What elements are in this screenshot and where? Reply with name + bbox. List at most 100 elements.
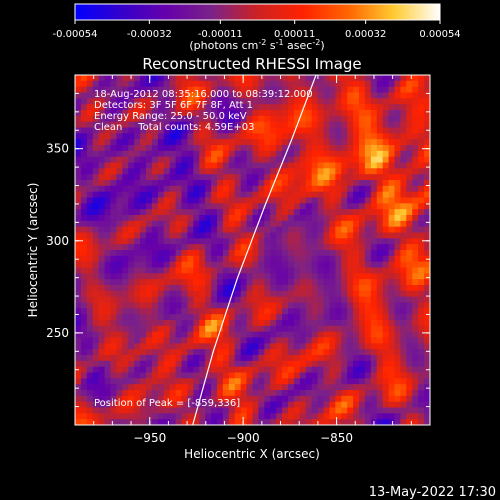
heatmap-cell xyxy=(217,232,224,239)
heatmap-cell xyxy=(347,98,354,105)
heatmap-cell xyxy=(157,168,165,175)
heatmap-cell xyxy=(388,395,396,403)
heatmap-cell xyxy=(406,203,413,210)
heatmap-cell xyxy=(252,279,260,286)
heatmap-cell xyxy=(104,401,112,409)
heatmap-cell xyxy=(163,209,171,216)
heatmap-cell xyxy=(305,185,313,193)
heatmap-cell xyxy=(323,413,331,420)
heatmap-cell xyxy=(140,360,147,368)
heatmap-cell xyxy=(305,98,313,105)
heatmap-cell xyxy=(412,355,419,362)
heatmap-cell xyxy=(388,197,396,204)
heatmap-cell xyxy=(134,360,141,368)
heatmap-cell xyxy=(418,314,425,321)
heatmap-cell xyxy=(252,127,260,134)
heatmap-cell xyxy=(211,121,218,129)
heatmap-cell xyxy=(80,104,88,111)
heatmap-cell xyxy=(335,133,342,140)
heatmap-cell xyxy=(264,174,271,181)
heatmap-cell xyxy=(175,191,183,199)
heatmap-cell xyxy=(122,401,129,409)
heatmap-cell xyxy=(193,349,200,356)
heatmap-cell xyxy=(205,331,212,339)
heatmap-cell xyxy=(406,145,413,152)
heatmap-cell xyxy=(92,325,100,333)
heatmap-cell xyxy=(80,261,88,269)
heatmap-cell xyxy=(252,360,260,368)
heatmap-cell xyxy=(199,290,206,298)
heatmap-cell xyxy=(157,104,165,111)
heatmap-cell xyxy=(317,413,325,420)
heatmap-cell xyxy=(353,320,360,327)
heatmap-cell xyxy=(270,98,277,105)
heatmap-cell xyxy=(276,343,283,350)
heatmap-cell xyxy=(246,232,254,239)
heatmap-cell xyxy=(75,285,82,292)
heatmap-cell xyxy=(140,191,147,199)
heatmap-cell xyxy=(424,320,430,327)
heatmap-cell xyxy=(288,121,295,129)
heatmap-cell xyxy=(222,191,230,199)
heatmap-cell xyxy=(116,156,123,164)
heatmap-cell xyxy=(146,261,153,269)
heatmap-cell xyxy=(86,343,94,350)
heatmap-cell xyxy=(364,378,372,385)
heatmap-cell xyxy=(98,203,106,210)
heatmap-cell xyxy=(359,133,366,140)
heatmap-cell xyxy=(234,325,242,333)
heatmap-cell xyxy=(258,238,265,245)
heatmap-cell xyxy=(329,395,336,403)
heatmap-cell xyxy=(146,139,153,146)
heatmap-cell xyxy=(98,244,106,251)
heatmap-cell xyxy=(353,104,360,111)
heatmap-cell xyxy=(92,191,100,199)
heatmap-cell xyxy=(86,174,94,181)
heatmap-cell xyxy=(305,238,313,245)
heatmap-cell xyxy=(382,296,390,304)
heatmap-cell xyxy=(86,197,94,204)
heatmap-cell xyxy=(323,226,331,234)
heatmap-cell xyxy=(175,203,183,210)
heatmap-cell xyxy=(347,104,354,111)
heatmap-cell xyxy=(341,378,348,385)
heatmap-cell xyxy=(217,401,224,409)
heatmap-cell xyxy=(175,133,183,140)
heatmap-cell xyxy=(193,185,200,193)
heatmap-cell xyxy=(341,250,348,257)
heatmap-cell xyxy=(347,285,354,292)
heatmap-cell xyxy=(347,419,354,425)
heatmap-cell xyxy=(175,162,183,169)
heatmap-cell xyxy=(252,401,260,409)
heatmap-cell xyxy=(146,127,153,134)
heatmap-cell xyxy=(75,232,82,239)
heatmap-cell xyxy=(98,86,106,94)
heatmap-cell xyxy=(211,226,218,234)
heatmap-cell xyxy=(288,92,295,99)
heatmap-cell xyxy=(222,250,230,257)
heatmap-cell xyxy=(400,250,407,257)
heatmap-cell xyxy=(299,267,307,274)
heatmap-cell xyxy=(394,133,402,140)
heatmap-cell xyxy=(211,390,218,397)
heatmap-cell xyxy=(140,220,147,228)
heatmap-cell xyxy=(270,197,277,204)
heatmap-cell xyxy=(134,86,141,94)
heatmap-cell xyxy=(181,92,189,99)
heatmap-cell xyxy=(258,355,265,362)
heatmap-cell xyxy=(157,273,165,280)
heatmap-cell xyxy=(412,133,419,140)
heatmap-cell xyxy=(359,296,366,304)
heatmap-cell xyxy=(163,139,171,146)
heatmap-cell xyxy=(376,290,384,298)
heatmap-cell xyxy=(163,273,171,280)
heatmap-cell xyxy=(211,320,218,327)
heatmap-cell xyxy=(382,86,390,94)
heatmap-cell xyxy=(282,232,289,239)
heatmap-cell xyxy=(418,413,425,420)
heatmap-cell xyxy=(246,325,254,333)
heatmap-cell xyxy=(86,244,94,251)
heatmap-cell xyxy=(258,226,265,234)
heatmap-cell xyxy=(246,162,254,169)
heatmap-cell xyxy=(276,115,283,123)
